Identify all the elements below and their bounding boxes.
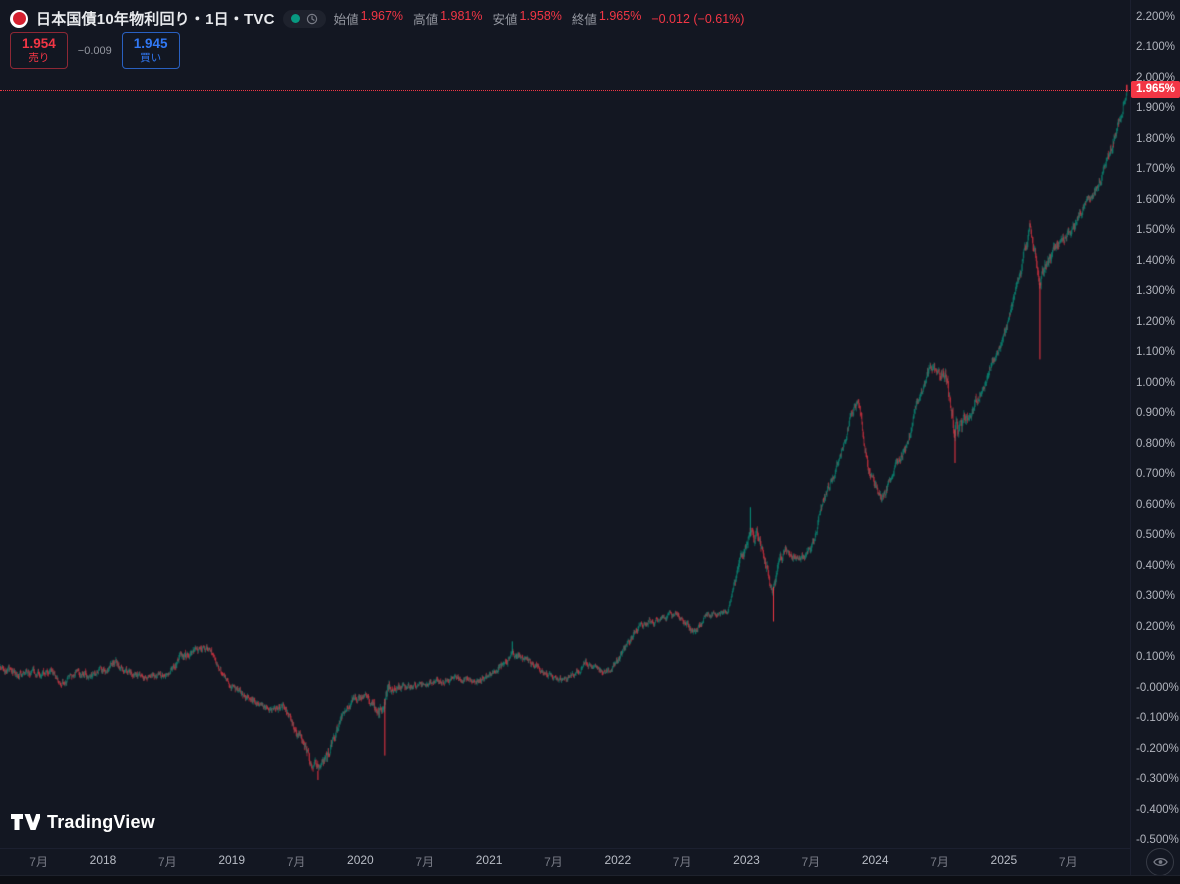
buy-label: 買い <box>140 52 162 64</box>
price-tick-label: 1.800% <box>1136 132 1176 145</box>
spread-value: −0.009 <box>77 44 112 57</box>
last-price-line <box>0 90 1130 91</box>
time-tick-label: 2025 <box>990 853 1018 867</box>
time-tick-label: 2019 <box>218 853 246 867</box>
time-axis-separator <box>0 848 1131 849</box>
price-axis[interactable]: 2.200% 2.100% 2.000% 1.900% 1.800% 1.700% 1.60… <box>1131 0 1180 848</box>
open-value: 1.967% <box>360 9 404 23</box>
price-tick-label: -0.200% <box>1136 742 1179 755</box>
price-tick-label: -0.000% <box>1136 681 1179 694</box>
hide-marks-button[interactable] <box>1146 848 1174 876</box>
window-bottom-strip <box>0 875 1180 884</box>
time-tick-label: 7月 <box>158 855 177 869</box>
buy-button[interactable]: 1.945 買い <box>121 32 180 69</box>
clock-icon <box>306 13 317 24</box>
price-tick-label: 0.600% <box>1136 498 1176 511</box>
tradingview-logo-text: TradingView <box>47 811 155 832</box>
trade-panel: 1.954 売り −0.009 1.945 買い <box>10 32 180 69</box>
time-axis[interactable]: 7月 2018 7月 2019 7月 2020 7月 2021 7月 2022 7月 2023 7月 20… <box>0 849 1131 876</box>
symbol-title[interactable]: 日本国債10年物利回り・1日・TVC <box>36 11 275 28</box>
price-tick-label: 1.700% <box>1136 163 1176 176</box>
price-tick-label: 1.300% <box>1136 285 1176 298</box>
tradingview-logo-icon <box>11 814 40 830</box>
change-value: −0.012 (−0.61%) <box>651 11 745 26</box>
price-tick-label: 2.000% <box>1136 71 1176 84</box>
time-tick-label: 2023 <box>733 853 760 867</box>
open-label: 始値 <box>333 13 359 27</box>
candlestick-chart-pane[interactable] <box>0 0 1131 848</box>
time-tick-label: 2020 <box>347 853 374 867</box>
time-tick-label: 7月 <box>29 855 48 869</box>
low-value: 1.958% <box>519 9 562 23</box>
time-tick-label: 7月 <box>930 855 949 869</box>
sell-label: 売り <box>28 52 50 64</box>
close-value: 1.965% <box>598 9 642 23</box>
price-tick-label: 0.700% <box>1136 468 1176 481</box>
price-tick-label: 1.100% <box>1136 346 1176 359</box>
time-tick-label: 7月 <box>1058 855 1078 869</box>
price-tick-label: 0.300% <box>1136 590 1176 603</box>
price-tick-label: 0.900% <box>1136 407 1176 420</box>
price-tick-label: 1.900% <box>1136 102 1176 115</box>
tradingview-logo[interactable]: TradingView <box>10 810 155 834</box>
price-tick-label: -0.400% <box>1136 803 1179 816</box>
price-tick-label: 1.600% <box>1136 193 1176 206</box>
price-tick-label: 1.500% <box>1136 224 1176 237</box>
time-tick-label: 2024 <box>861 853 889 867</box>
price-tick-label: 1.400% <box>1136 254 1176 267</box>
price-tick-label: -0.100% <box>1136 712 1179 725</box>
sell-button[interactable]: 1.954 売り <box>10 32 68 69</box>
price-tick-label: 0.200% <box>1136 620 1176 633</box>
price-tick-label: 0.100% <box>1136 651 1176 664</box>
price-tick-label: -0.500% <box>1136 833 1179 846</box>
time-tick-label: 2022 <box>604 853 632 867</box>
market-status-pill[interactable] <box>282 9 326 28</box>
japan-flag-icon <box>10 9 28 28</box>
price-axis-separator <box>1130 0 1131 876</box>
price-tick-label: 0.400% <box>1136 559 1176 572</box>
market-open-dot <box>290 14 300 23</box>
eye-icon <box>1152 858 1168 866</box>
price-tick-label: 2.100% <box>1136 41 1176 54</box>
time-tick-label: 2021 <box>475 853 503 867</box>
time-tick-label: 7月 <box>801 855 821 869</box>
price-tick-label: -0.300% <box>1136 773 1179 786</box>
price-tick-label: 0.800% <box>1136 437 1176 450</box>
price-tick-label: 0.500% <box>1136 529 1176 542</box>
time-tick-label: 7月 <box>672 855 692 869</box>
high-label: 高値 <box>413 13 439 27</box>
price-tick-label: 1.000% <box>1136 376 1176 389</box>
time-tick-label: 7月 <box>544 855 563 869</box>
time-tick-label: 7月 <box>286 855 306 869</box>
price-tick-label: 2.200% <box>1136 11 1176 23</box>
ohlc-readout: 始値 1.967% 高値 1.981% 安値 1.958% 終値 1.965% −0.0… <box>334 9 745 28</box>
high-value: 1.981% <box>440 9 483 23</box>
price-tick-label: 1.200% <box>1136 315 1176 328</box>
chart-legend: 日本国債10年物利回り・1日・TVC 始値 1.967% 高値 1.981% 安値 1… <box>10 8 744 29</box>
close-label: 終値 <box>571 13 597 27</box>
sell-price: 1.954 <box>22 36 56 51</box>
buy-price: 1.945 <box>133 36 168 51</box>
time-tick-label: 2018 <box>89 853 117 867</box>
low-label: 安値 <box>492 13 518 27</box>
last-price-label: 1.965% <box>1131 81 1180 98</box>
time-tick-label: 7月 <box>415 855 435 869</box>
